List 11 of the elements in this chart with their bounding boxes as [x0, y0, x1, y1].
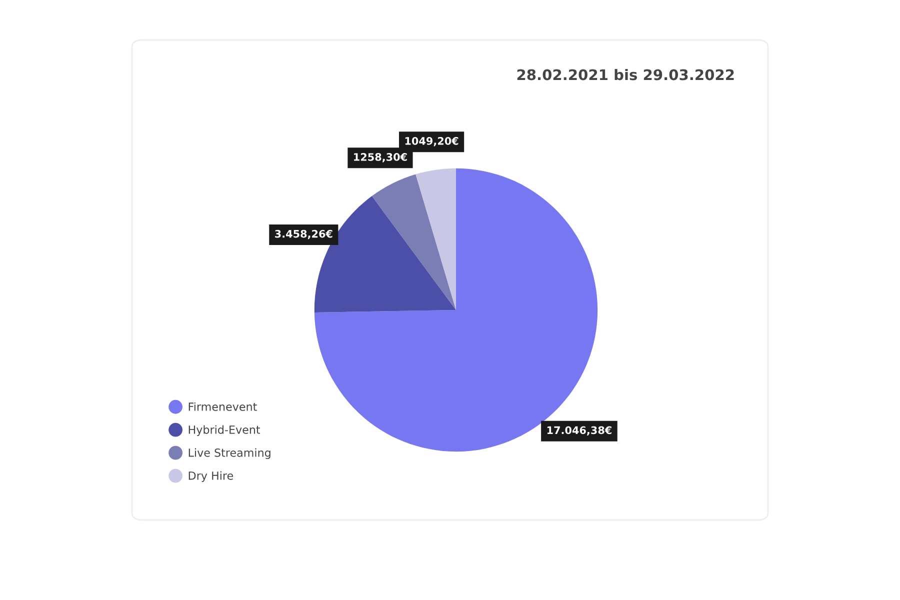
pie-slice	[372, 174, 456, 310]
data-label: 3.458,26€	[275, 230, 332, 240]
pie-slice	[416, 168, 456, 310]
legend-label: Firmenevent	[188, 402, 257, 411]
legend-label: Hybrid-Event	[188, 425, 260, 436]
chart-title: 28.02.2021 bis 29.03.2022	[517, 68, 734, 80]
data-label: 17.046,38€	[547, 426, 612, 436]
data-label: 1049,20€	[405, 136, 458, 146]
data-label: 1258,30€	[354, 153, 407, 162]
legend-label: Dry Hire	[188, 471, 234, 482]
legend-label: Live Streaming	[188, 448, 270, 460]
